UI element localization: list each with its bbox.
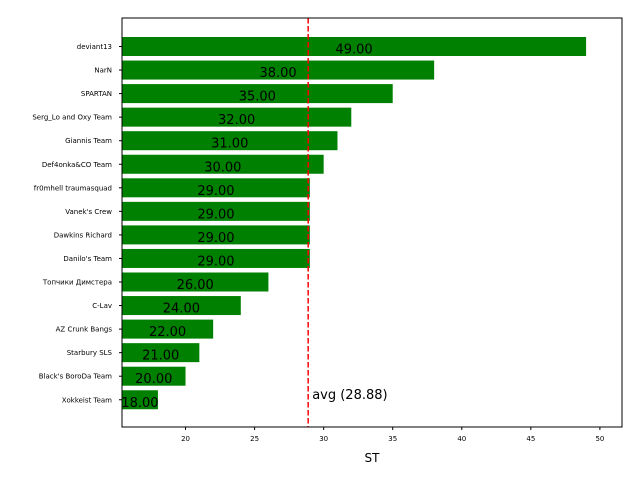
category-label: C-Lav <box>92 302 112 310</box>
category-label: Giannis Team <box>65 137 112 145</box>
x-tick-label: 45 <box>526 435 535 443</box>
category-label: NarN <box>94 67 112 75</box>
x-tick-label: 25 <box>250 435 259 443</box>
bar-6 <box>122 178 310 198</box>
value-labels-group: 49.00 38.00 35.00 32.00 31.00 30.00 29.00 29.00… <box>121 43 372 411</box>
category-label: AZ Crunk Bangs <box>56 326 113 334</box>
bar-7 <box>122 201 310 221</box>
x-tick-label: 35 <box>388 435 397 443</box>
category-label: Def4onka&CO Team <box>42 161 112 169</box>
data-label: 38.00 <box>259 66 296 81</box>
x-tick-label: 20 <box>181 435 190 443</box>
x-tick-label: 50 <box>595 435 604 443</box>
category-label: Топчики Димстера <box>42 279 112 287</box>
data-label: 22.00 <box>149 325 186 340</box>
data-label: 49.00 <box>335 43 372 58</box>
data-label: 26.00 <box>177 278 214 293</box>
data-label: 29.00 <box>197 254 234 269</box>
category-label: Starbury SLS <box>67 349 113 357</box>
data-label: 21.00 <box>142 349 179 364</box>
bar-10 <box>122 272 269 292</box>
data-label: 35.00 <box>239 90 276 105</box>
x-ticks-group: 20 25 30 35 40 45 50 <box>181 427 604 443</box>
data-label: 29.00 <box>197 231 234 246</box>
data-label: 32.00 <box>218 113 255 128</box>
data-label: 29.00 <box>197 184 234 199</box>
bar-3 <box>122 107 352 127</box>
bar-9 <box>122 248 310 268</box>
category-label: fr0mhell traumasquad <box>34 184 112 192</box>
category-label: SPARTAN <box>81 90 112 98</box>
data-label: 24.00 <box>163 302 200 317</box>
bar-12 <box>122 319 214 339</box>
bar-2 <box>122 84 393 104</box>
data-label: 20.00 <box>135 372 172 387</box>
category-label: deviant13 <box>77 43 112 51</box>
bar-5 <box>122 154 324 174</box>
bar-13 <box>122 343 200 363</box>
category-label: Dawkins Richard <box>54 231 112 239</box>
category-label: Xokkeist Team <box>62 396 112 404</box>
x-axis-title: ST <box>365 451 381 465</box>
bar-14 <box>122 366 186 386</box>
data-label: 18.00 <box>121 396 158 411</box>
data-label: 30.00 <box>204 160 241 175</box>
bar-4 <box>122 131 338 151</box>
category-label: Vanek's Crew <box>65 208 112 216</box>
bar-11 <box>122 296 241 316</box>
x-tick-label: 40 <box>457 435 466 443</box>
category-label: Black's BoroDa Team <box>39 373 112 381</box>
category-labels-group: deviant13 NarN SPARTAN Serg_Lo and Oxy Team… <box>32 43 122 404</box>
data-label: 31.00 <box>211 137 248 152</box>
bar-8 <box>122 225 310 245</box>
plot-frame <box>121 17 623 428</box>
category-label: Danilo's Team <box>63 255 112 263</box>
average-label: avg (28.88) <box>312 388 387 403</box>
x-tick-label: 30 <box>319 435 328 443</box>
bar-1 <box>122 60 435 80</box>
bar-0 <box>122 37 587 56</box>
data-label: 29.00 <box>197 207 234 222</box>
bar-15 <box>122 390 158 410</box>
bars-group <box>122 37 587 410</box>
category-label: Serg_Lo and Oxy Team <box>32 114 112 122</box>
